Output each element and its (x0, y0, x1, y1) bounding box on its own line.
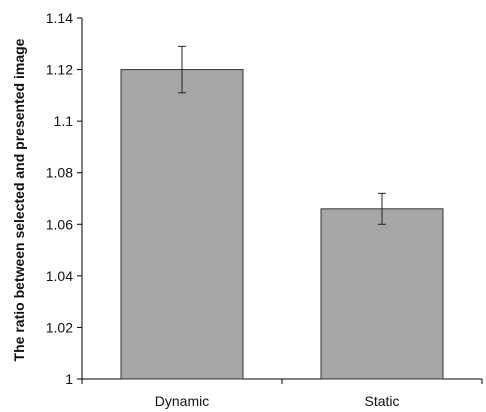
y-tick-label: 1.14 (46, 10, 73, 26)
y-tick-label: 1.08 (46, 165, 73, 181)
y-tick-label: 1.06 (46, 216, 73, 232)
y-axis: 1 1.02 1.04 1.06 1.08 1.1 1.12 1.14 (46, 10, 83, 387)
y-tick-label: 1.04 (46, 268, 73, 284)
y-tick-label: 1.1 (54, 113, 74, 129)
bar-dynamic (120, 69, 244, 380)
y-tick-label: 1.12 (46, 62, 73, 78)
x-axis: Dynamic Static (81, 378, 483, 409)
y-tick-label: 1.02 (46, 319, 73, 335)
y-axis-title: The ratio between selected and presented… (11, 38, 27, 361)
x-category-label: Dynamic (155, 393, 209, 409)
y-tick-label: 1 (65, 371, 73, 387)
error-bars (178, 45, 386, 225)
x-category-label: Static (364, 393, 399, 409)
bar-static (320, 208, 444, 380)
bars (120, 69, 444, 380)
